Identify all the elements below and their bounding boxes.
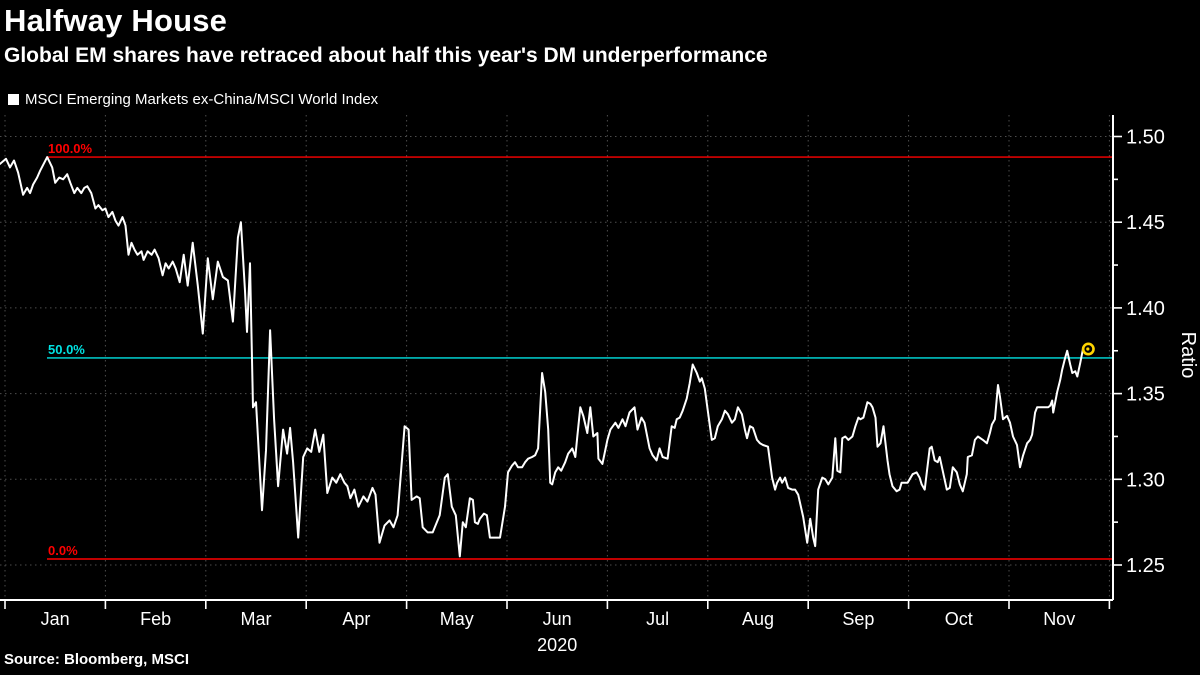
reference-line-label: 50.0% — [48, 342, 85, 357]
x-month-label: Jan — [41, 609, 70, 629]
y-tick-label: 1.40 — [1126, 298, 1165, 320]
y-tick-label: 1.50 — [1126, 127, 1165, 149]
reference-line-label: 100.0% — [48, 141, 93, 156]
chart-title: Halfway House — [4, 3, 228, 38]
x-month-label: Jul — [646, 609, 669, 629]
y-tick-label: 1.30 — [1126, 469, 1165, 491]
x-month-label: Oct — [945, 609, 973, 629]
y-tick-label: 1.25 — [1126, 555, 1165, 577]
x-month-label: Feb — [140, 609, 171, 629]
legend: MSCI Emerging Markets ex-China/MSCI Worl… — [8, 91, 378, 108]
y-tick-label: 1.45 — [1126, 212, 1165, 234]
x-month-label: Mar — [241, 609, 272, 629]
x-month-label: May — [440, 609, 474, 629]
x-month-label: Jun — [543, 609, 572, 629]
ratio-line-series — [0, 156, 1089, 558]
reference-line-label: 0.0% — [48, 543, 78, 558]
y-tick-label: 1.35 — [1126, 384, 1165, 406]
y-axis-title: Ratio — [1177, 332, 1199, 379]
legend-label: MSCI Emerging Markets ex-China/MSCI Worl… — [25, 91, 379, 108]
source-note: Source: Bloomberg, MSCI — [4, 651, 190, 668]
legend-swatch-icon — [8, 94, 19, 105]
x-year-label: 2020 — [537, 635, 577, 655]
x-month-label: Apr — [342, 609, 370, 629]
x-month-label: Nov — [1043, 609, 1075, 629]
last-value-marker-dot-icon — [1086, 347, 1090, 351]
x-month-label: Sep — [842, 609, 874, 629]
chart-subtitle: Global EM shares have retraced about hal… — [4, 44, 768, 67]
x-month-label: Aug — [742, 609, 774, 629]
